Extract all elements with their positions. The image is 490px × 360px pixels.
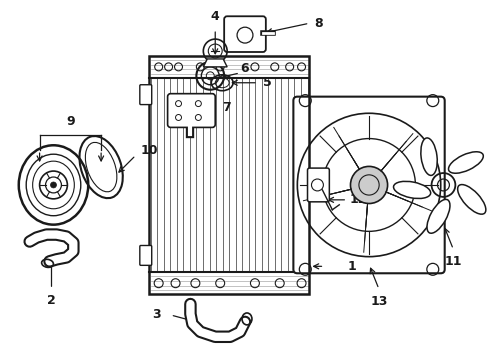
Text: 13: 13	[370, 295, 388, 308]
FancyBboxPatch shape	[168, 94, 215, 127]
Circle shape	[50, 182, 56, 188]
Ellipse shape	[448, 152, 483, 173]
Text: 10: 10	[141, 144, 158, 157]
Ellipse shape	[393, 181, 431, 198]
Polygon shape	[203, 59, 227, 67]
Text: 8: 8	[315, 17, 323, 30]
Text: 2: 2	[47, 294, 56, 307]
Text: 6: 6	[240, 62, 248, 75]
Ellipse shape	[458, 185, 486, 214]
Text: 12: 12	[349, 193, 367, 206]
FancyBboxPatch shape	[308, 168, 329, 202]
Text: 9: 9	[66, 116, 74, 129]
FancyBboxPatch shape	[140, 246, 152, 265]
Text: 11: 11	[444, 255, 462, 269]
Text: 4: 4	[211, 10, 220, 23]
Text: 1: 1	[347, 260, 356, 273]
Ellipse shape	[427, 199, 450, 233]
FancyBboxPatch shape	[224, 16, 266, 52]
Ellipse shape	[421, 138, 437, 175]
FancyBboxPatch shape	[140, 85, 152, 105]
Bar	[149, 56, 310, 294]
Circle shape	[350, 166, 388, 203]
Text: 5: 5	[263, 76, 271, 89]
FancyBboxPatch shape	[294, 96, 445, 273]
Text: 3: 3	[152, 309, 161, 321]
Text: 7: 7	[222, 101, 231, 114]
